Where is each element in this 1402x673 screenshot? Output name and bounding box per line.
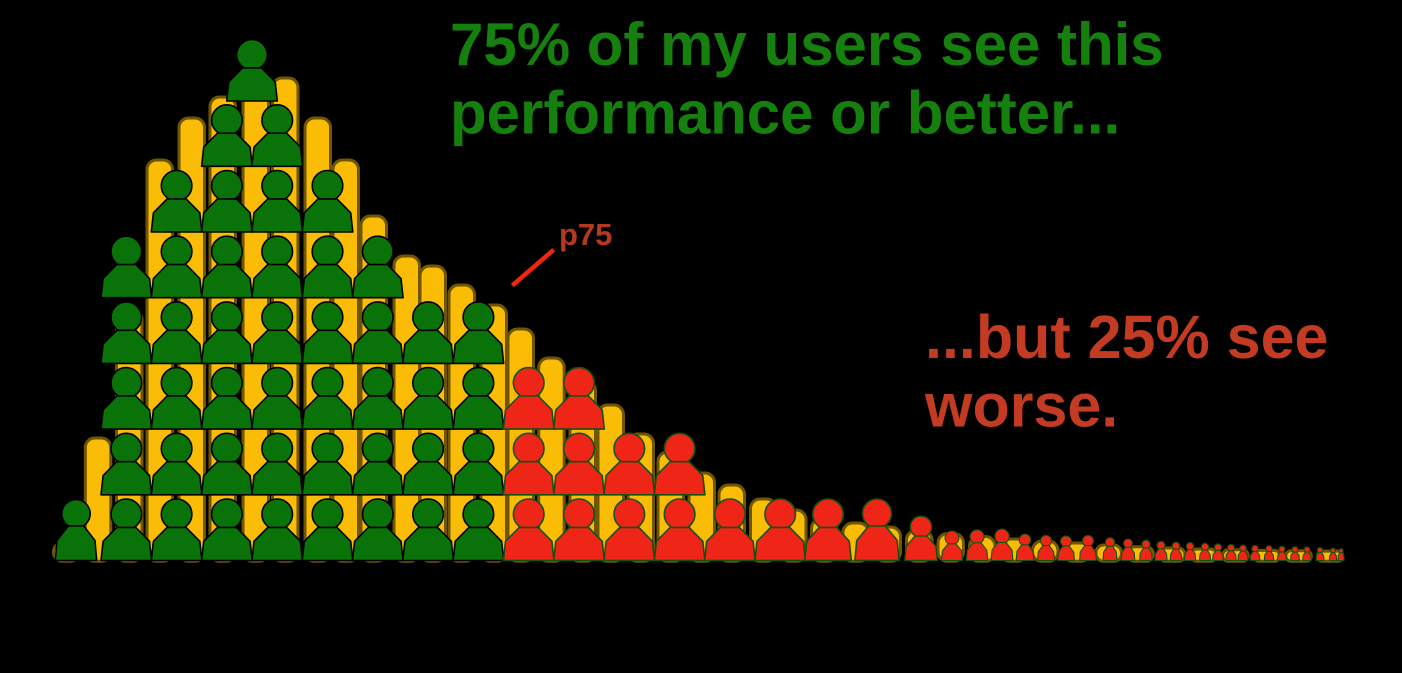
svg-text:p75: p75 [559, 217, 612, 252]
svg-text:performance or better...: performance or better... [450, 80, 1120, 147]
svg-text:75% of my users see this: 75% of my users see this [450, 11, 1164, 78]
svg-text:worse.: worse. [924, 372, 1118, 440]
svg-text:...but 25% see: ...but 25% see [925, 303, 1328, 371]
